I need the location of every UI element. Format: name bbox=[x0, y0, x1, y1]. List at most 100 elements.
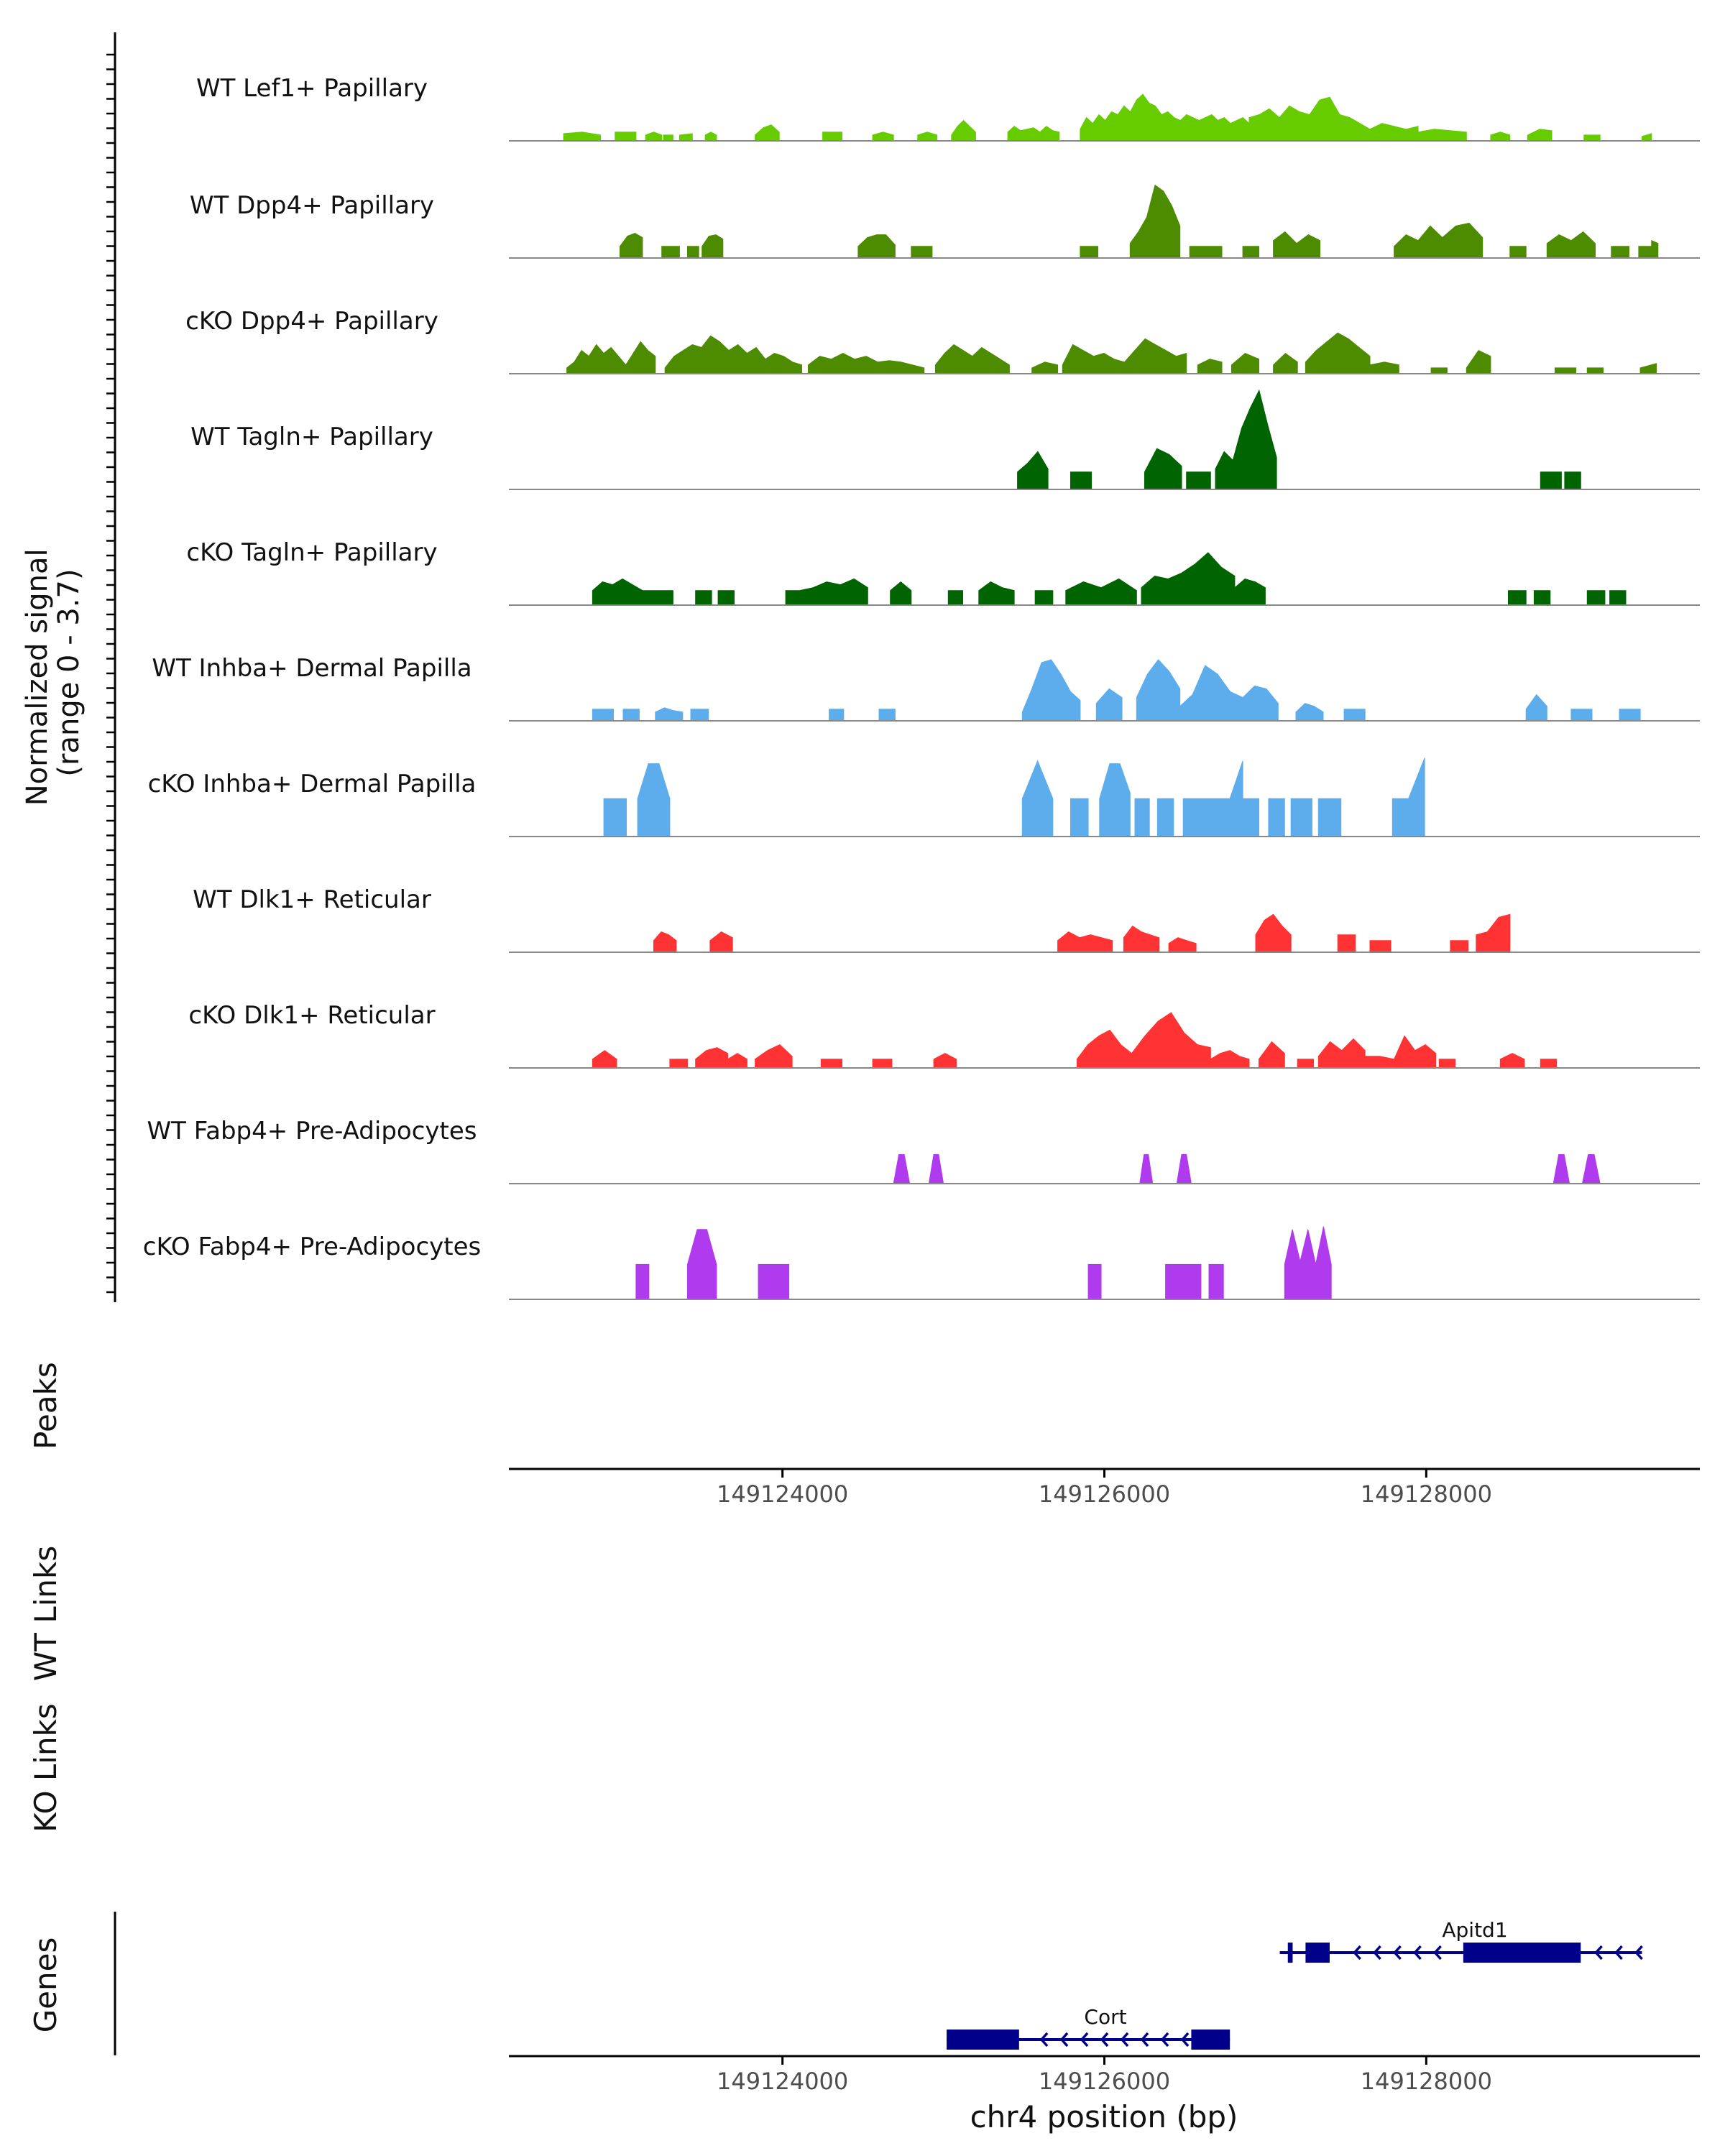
coverage-area bbox=[622, 709, 640, 722]
peaks-panel-label: Peaks bbox=[28, 1362, 63, 1450]
coverage-area bbox=[1417, 129, 1467, 142]
coverage-area bbox=[947, 590, 963, 606]
coverage-area bbox=[1186, 471, 1211, 490]
coverage-area bbox=[1229, 760, 1243, 837]
coverage-area bbox=[592, 1050, 617, 1069]
coverage-area bbox=[1070, 471, 1092, 490]
coverage-area bbox=[1273, 231, 1321, 259]
coverage-area bbox=[1080, 93, 1250, 142]
coverage-area bbox=[1540, 471, 1562, 490]
coverage-area bbox=[978, 581, 1015, 606]
coverage-area bbox=[1552, 1154, 1570, 1184]
y-axis-title-line1: Normalized signal bbox=[21, 548, 54, 806]
wt-links-panel-label: WT Links bbox=[28, 1546, 63, 1681]
coverage-area bbox=[1139, 1154, 1154, 1184]
x-tick-label: 149128000 bbox=[1361, 2068, 1492, 2095]
coverage-area bbox=[1581, 1154, 1601, 1184]
coverage-area bbox=[1242, 246, 1259, 259]
coverage-area bbox=[615, 132, 637, 142]
coverage-area bbox=[1317, 798, 1342, 837]
coverage-area bbox=[878, 709, 896, 722]
coverage-area bbox=[1570, 709, 1593, 722]
strand-arrow bbox=[1594, 1945, 1603, 1961]
coverage-area bbox=[755, 1044, 793, 1069]
coverage-track: cKO Tagln+ Papillary bbox=[186, 538, 1700, 606]
coverage-area bbox=[717, 590, 735, 606]
y-axis-title-line2: (range 0 - 3.7) bbox=[52, 568, 86, 776]
coverage-area bbox=[1499, 1053, 1525, 1069]
coverage-area bbox=[1533, 590, 1551, 606]
gene-model: Apitd1 bbox=[1279, 1918, 1643, 1963]
coverage-area bbox=[603, 798, 627, 837]
coverage-area bbox=[917, 132, 938, 142]
coverage-area bbox=[1284, 1226, 1332, 1300]
coverage-area bbox=[1527, 129, 1552, 142]
coverage-area bbox=[1007, 126, 1060, 142]
gene-exon bbox=[947, 2030, 1019, 2050]
coverage-area bbox=[1586, 590, 1606, 606]
coverage-area bbox=[1639, 363, 1657, 374]
coverage-track: WT Dlk1+ Reticular bbox=[193, 885, 1700, 953]
coverage-area bbox=[645, 132, 663, 142]
strand-arrow bbox=[1059, 2032, 1069, 2047]
coverage-area bbox=[704, 132, 717, 142]
coverage-area bbox=[1179, 665, 1243, 722]
coverage-area bbox=[1364, 1056, 1395, 1069]
gene-models: Apitd1 Cort bbox=[947, 1918, 1643, 2050]
coverage-area bbox=[1651, 239, 1659, 259]
coverage-area bbox=[1641, 133, 1652, 142]
coverage-area bbox=[1034, 590, 1054, 606]
coverage-area bbox=[1248, 96, 1371, 142]
coverage-area bbox=[1230, 353, 1259, 374]
track-label: WT Lef1+ Papillary bbox=[196, 74, 428, 103]
coverage-area bbox=[635, 1263, 650, 1300]
coverage-area bbox=[664, 335, 802, 374]
coverage-area bbox=[642, 590, 673, 606]
coverage-area bbox=[1234, 578, 1266, 606]
genes-x-axis: 149124000 149126000 149128000 bbox=[509, 2055, 1700, 2095]
coverage-area bbox=[820, 1059, 842, 1069]
strand-arrow bbox=[1433, 1945, 1442, 1961]
x-tick-label: 149128000 bbox=[1361, 1480, 1492, 1508]
strand-arrow bbox=[1413, 1945, 1422, 1961]
coverage-area bbox=[1609, 590, 1627, 606]
coverage-area bbox=[911, 246, 933, 259]
strand-arrow bbox=[1160, 2032, 1169, 2047]
coverage-area bbox=[1242, 685, 1279, 722]
coverage-area bbox=[1255, 913, 1292, 953]
coverage-area bbox=[933, 1053, 957, 1069]
coverage-area bbox=[1076, 1029, 1133, 1069]
coverage-track: WT Dpp4+ Papillary bbox=[190, 184, 1700, 259]
y-axis-title: Normalized signal (range 0 - 3.7) bbox=[21, 540, 86, 806]
coverage-area bbox=[872, 1059, 893, 1069]
coverage-track: cKO Inhba+ Dermal Papilla bbox=[148, 757, 1700, 837]
coverage-area bbox=[1317, 1038, 1366, 1069]
coverage-area bbox=[822, 132, 842, 142]
coverage-area bbox=[1555, 367, 1577, 374]
coverage-track: cKO Dlk1+ Reticular bbox=[188, 1001, 1700, 1069]
coverage-area bbox=[1129, 184, 1181, 259]
coverage-area bbox=[1095, 688, 1123, 722]
coverage-area bbox=[637, 763, 671, 837]
track-label: cKO Inhba+ Dermal Papilla bbox=[148, 770, 477, 798]
coverage-area bbox=[1197, 359, 1223, 374]
x-tick-label: 149126000 bbox=[1039, 1480, 1170, 1508]
coverage-area bbox=[872, 132, 894, 142]
coverage-area bbox=[893, 1154, 911, 1184]
coverage-area bbox=[678, 133, 693, 142]
coverage-area bbox=[1476, 913, 1511, 953]
coverage-area bbox=[663, 134, 673, 142]
strand-arrow bbox=[1634, 1945, 1643, 1961]
strand-arrow bbox=[1353, 1945, 1361, 1961]
gene-model: Cort bbox=[947, 2005, 1230, 2050]
coverage-area bbox=[829, 709, 845, 722]
coverage-area bbox=[1337, 934, 1356, 953]
coverage-area bbox=[1080, 246, 1098, 259]
coverage-area bbox=[1144, 448, 1182, 490]
coverage-tracks: WT Lef1+ Papillary WT Dpp4+ Papillary cKO … bbox=[143, 74, 1700, 1300]
x-axis-title: chr4 position (bp) bbox=[970, 2099, 1238, 2134]
coverage-area bbox=[661, 246, 680, 259]
x-tick-label: 149124000 bbox=[717, 1480, 848, 1508]
gene-exon bbox=[1191, 2030, 1230, 2050]
